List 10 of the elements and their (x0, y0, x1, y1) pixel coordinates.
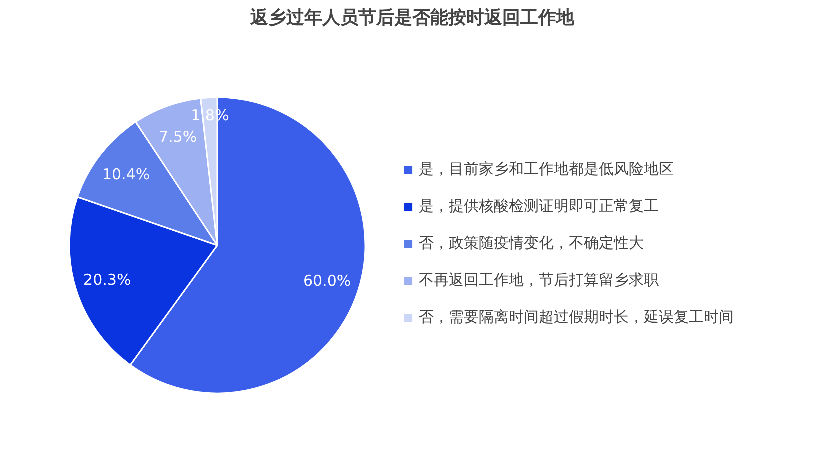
legend-label: 不再返回工作地，节后打算留乡求职 (419, 271, 659, 290)
legend-label: 是，提供核酸检测证明即可正常复工 (419, 197, 659, 216)
chart-title: 返乡过年人员节后是否能按时返回工作地 (250, 8, 576, 28)
data-label: 20.3% (84, 271, 132, 290)
legend-label: 否，政策随疫情变化，不确定性大 (419, 234, 644, 253)
legend-label: 是，目前家乡和工作地都是低风险地区 (419, 160, 674, 179)
data-label: 60.0% (303, 272, 352, 290)
legend-label: 否，需要隔离时间超过假期时长，延误复工时间 (419, 308, 734, 327)
data-label: 10.4% (102, 166, 150, 184)
data-label: 7.5% (159, 128, 198, 146)
